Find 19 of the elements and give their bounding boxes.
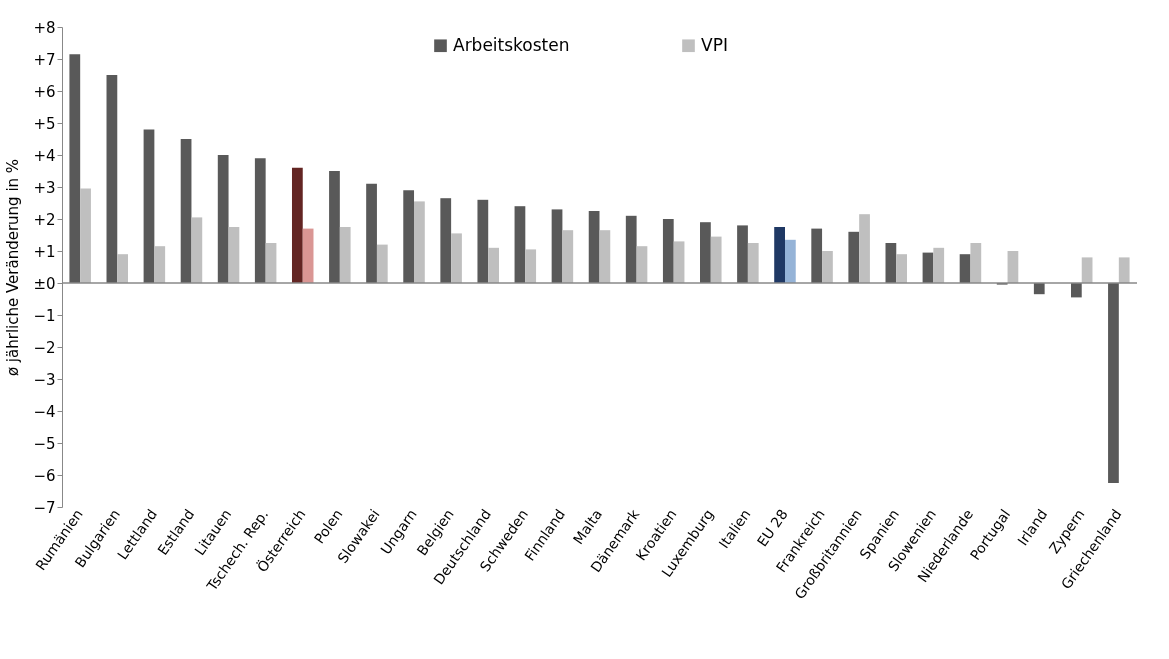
y-tick-label: ±0: [33, 274, 56, 293]
y-tick-label: −4: [33, 402, 56, 421]
y-tick-label: +7: [33, 50, 56, 69]
y-tick-label: +1: [33, 242, 56, 261]
y-tick-label: −2: [33, 338, 56, 357]
y-axis-title: ø jährliche Veränderung in %: [4, 158, 23, 377]
legend-label: Arbeitskosten: [453, 34, 570, 55]
y-tick-label: +3: [33, 178, 56, 197]
y-tick-label: +2: [33, 210, 56, 229]
legend-label: VPI: [701, 34, 728, 55]
y-tick-label: −3: [33, 370, 56, 389]
y-tick-label: +8: [33, 18, 56, 37]
y-tick-label: +5: [33, 114, 56, 133]
y-tick-label: −5: [33, 434, 56, 453]
y-tick-label: −1: [33, 306, 56, 325]
y-tick-label: +6: [33, 82, 56, 101]
y-tick-label: +4: [33, 146, 56, 165]
y-tick-label: −7: [33, 498, 56, 517]
y-tick-label: −6: [33, 466, 56, 485]
